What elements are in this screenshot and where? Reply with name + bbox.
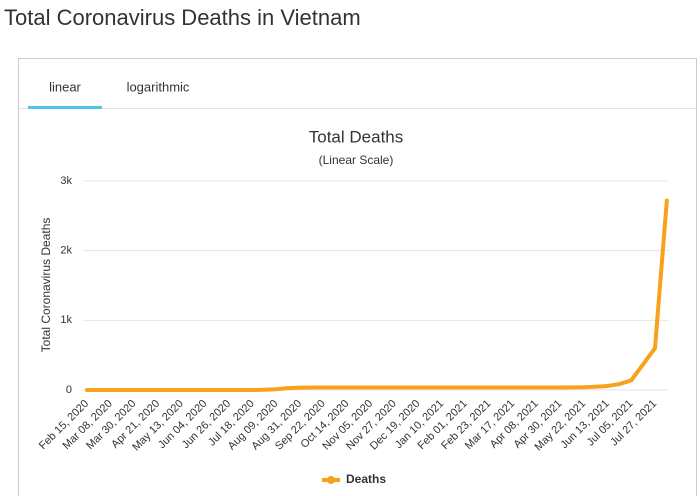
chart-subtitle: (Linear Scale) <box>319 153 394 167</box>
y-tick-label: 3k <box>60 175 72 187</box>
legend-label: Deaths <box>346 472 386 486</box>
chart-title: Total Deaths <box>309 127 404 146</box>
tab[interactable]: logarithmic <box>127 79 190 94</box>
tab[interactable]: linear <box>49 79 81 94</box>
data-line <box>85 198 669 392</box>
y-tick-label: 1k <box>60 314 72 326</box>
tab-indicator <box>28 106 102 109</box>
chart-box <box>18 58 697 496</box>
y-tick-label: 2k <box>60 245 72 257</box>
page-title: Total Coronavirus Deaths in Vietnam <box>4 5 361 30</box>
y-axis-label: Total Coronavirus Deaths <box>39 218 53 353</box>
legend-marker <box>327 476 335 484</box>
y-tick-label: 0 <box>66 384 72 396</box>
